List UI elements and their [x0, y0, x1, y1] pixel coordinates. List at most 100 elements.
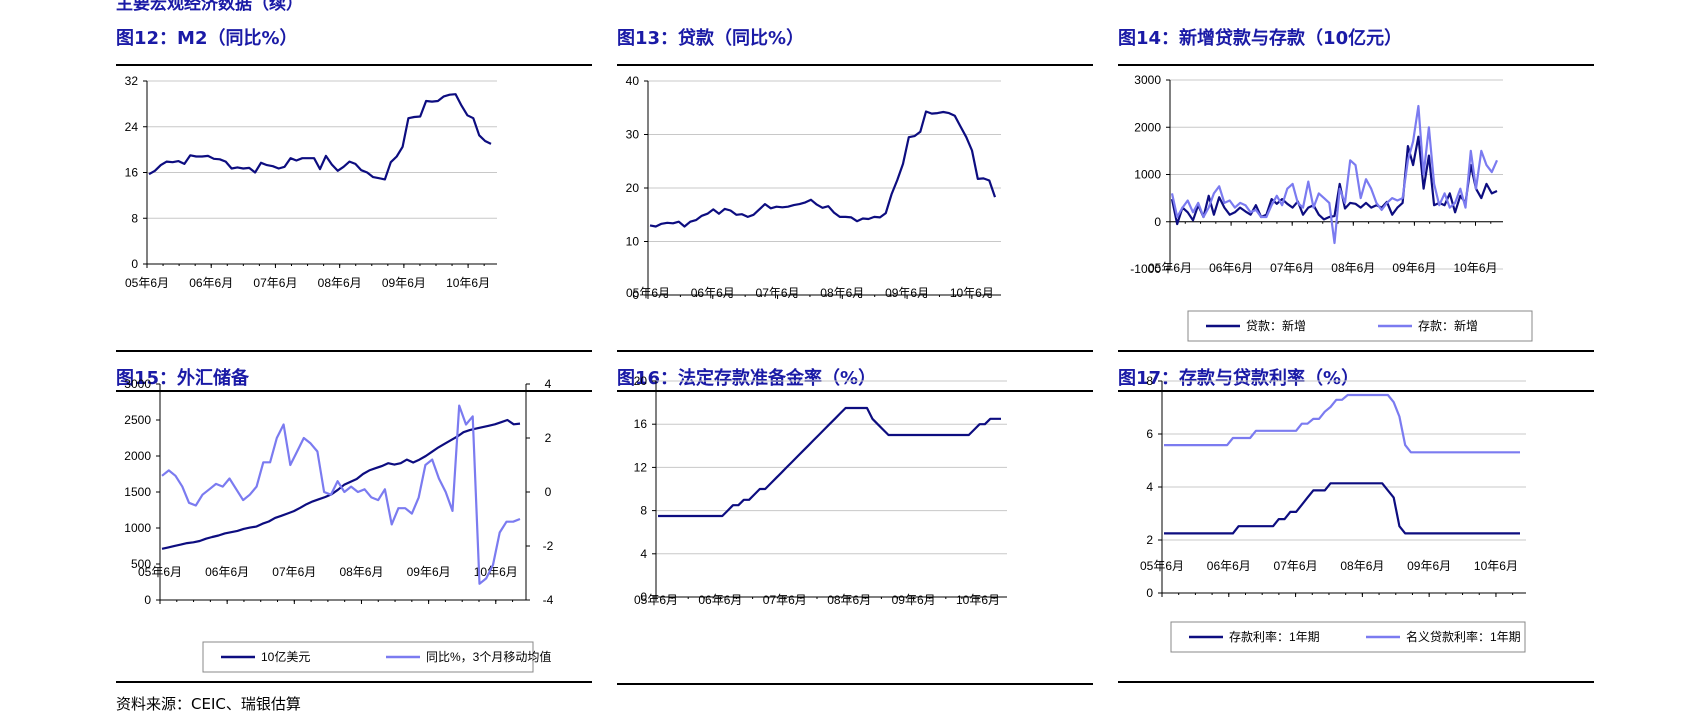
series-line	[161, 404, 521, 585]
y-tick-label: 6	[1146, 427, 1153, 441]
x-tick-label: 06年6月	[698, 593, 742, 607]
x-tick-label: 07年6月	[1274, 559, 1318, 573]
x-tick-label: 05年6月	[138, 565, 182, 579]
y-tick-label: 24	[125, 120, 139, 134]
y-tick-label: 16	[634, 417, 648, 431]
y-tick-label: 12	[634, 460, 648, 474]
x-tick-label: 09年6月	[1407, 559, 1451, 573]
panel-rrr: 图16：法定存款准备金率（%） 0 4 8 12 16 20 05年6月 06年6月 07年6月…	[617, 364, 1093, 685]
series-line	[1170, 104, 1499, 245]
y-tick-label: 8	[131, 211, 138, 225]
x-tick-label: 07年6月	[272, 565, 316, 579]
y-tick-label: 2500	[124, 413, 151, 427]
legend-box	[1187, 310, 1533, 342]
y-tick-label: 40	[626, 74, 640, 88]
y-tick-label: 0	[1154, 215, 1161, 229]
x-tick-label: 10年6月	[1474, 559, 1518, 573]
x-tick-label: 08年6月	[339, 565, 383, 579]
y-tick-label: 4	[1146, 480, 1153, 494]
chart-title-fx: 图15：外汇储备	[116, 368, 250, 389]
x-tick-label: 08年6月	[318, 276, 362, 290]
y-tick-label: 16	[125, 166, 139, 180]
rule-top	[116, 390, 592, 392]
y-tick-label: 0	[1146, 586, 1153, 600]
series-line	[1164, 482, 1520, 535]
y-tick-label: 0	[640, 590, 647, 604]
source-note: 资料来源：CEIC、瑞银估算	[116, 695, 301, 713]
y-tick-label: 1500	[124, 485, 151, 499]
legend-label: 存款：新增	[1418, 318, 1478, 333]
y-tick-label-right: 0	[545, 485, 552, 499]
legend-label: 贷款：新增	[1246, 318, 1306, 333]
y-tick-label: 2000	[124, 449, 151, 463]
rule-top	[116, 64, 592, 66]
x-tick-label: 09年6月	[892, 593, 936, 607]
chart-title-rates: 图17：存款与贷款利率（%）	[1118, 368, 1360, 389]
rule-top	[1118, 390, 1594, 392]
x-tick-label: 09年6月	[382, 276, 426, 290]
x-tick-label: 08年6月	[1331, 261, 1375, 275]
x-tick-label: 05年6月	[1148, 261, 1192, 275]
x-tick-label: 08年6月	[1340, 559, 1384, 573]
chart-loans: 0 10 20 30 40 05年6月 06年6月 07年6月 08年6月 09年6月 10年6月	[626, 74, 1001, 302]
y-tick-label: 0	[632, 288, 639, 302]
legend-label: 同比%，3个月移动均值	[426, 649, 551, 664]
y-tick-label-right: 4	[545, 377, 552, 391]
rule-top	[1118, 64, 1594, 66]
chart-m2: 0 8 16 24 32 05年6月 06年6月 07年6月 08年6月 09年6月 10年6月	[125, 74, 497, 290]
y-tick-label: 2	[1146, 533, 1153, 547]
rule-bottom	[1118, 350, 1594, 352]
y-tick-label-right: -4	[543, 593, 554, 607]
y-tick-label: 0	[131, 257, 138, 271]
panel-newloans: 图14：新增贷款与存款（10亿元） -1000 0 1000 2000 3000 05年6…	[1118, 24, 1594, 354]
legend-label: 存款利率：1年期	[1229, 629, 1320, 644]
rule-bottom	[1118, 681, 1594, 683]
y-tick-label: 30	[626, 128, 640, 142]
x-tick-label: 06年6月	[205, 565, 249, 579]
rule-bottom	[116, 350, 592, 352]
series-line	[1170, 135, 1498, 226]
rule-bottom	[617, 350, 1093, 352]
y-tick-label: 20	[634, 374, 648, 388]
x-tick-label: 06年6月	[1207, 559, 1251, 573]
y-tick-label: 3000	[124, 377, 151, 391]
series-line	[649, 110, 997, 228]
y-tick-label: 10	[626, 235, 640, 249]
rule-bottom	[617, 683, 1093, 685]
y-tick-label: 8	[640, 504, 647, 518]
x-tick-label: 10年6月	[950, 286, 994, 300]
series-line	[658, 406, 1001, 518]
x-tick-label: 05年6月	[626, 286, 670, 300]
chart-title-newloans: 图14：新增贷款与存款（10亿元）	[1118, 28, 1403, 49]
rule-bottom	[116, 681, 592, 683]
chart-title-loans: 图13：贷款（同比%）	[617, 28, 805, 49]
y-tick-label: 1000	[1134, 168, 1161, 182]
legend-label: 名义贷款利率：1年期	[1406, 629, 1521, 644]
x-tick-label: 05年6月	[634, 593, 678, 607]
y-tick-label: 3000	[1134, 73, 1161, 87]
panel-rates: 图17：存款与贷款利率（%） 0 2 4 6 8 05年6月 06年6月 07年6月 08年6月…	[1118, 364, 1594, 684]
chart-rrr: 0 4 8 12 16 20 05年6月 06年6月 07年6月 08年6月 09年6月 10年6月	[634, 374, 1007, 607]
x-tick-label: 06年6月	[189, 276, 233, 290]
x-tick-label: 07年6月	[253, 276, 297, 290]
y-tick-label: 32	[125, 74, 139, 88]
x-tick-label: 10年6月	[956, 593, 1000, 607]
x-tick-label: 10年6月	[446, 276, 490, 290]
y-tick-label: 500	[131, 557, 151, 571]
x-tick-label: 10年6月	[1453, 261, 1497, 275]
legend-box	[1170, 621, 1526, 653]
x-tick-label: 09年6月	[1392, 261, 1436, 275]
y-tick-label: 4	[640, 547, 647, 561]
y-tick-label: 1000	[124, 521, 151, 535]
chart-newloans: -1000 0 1000 2000 3000 05年6月 06年6月 07年6月 08年6月 09…	[1130, 73, 1533, 342]
rule-top	[617, 390, 1093, 392]
y-tick-label: 20	[626, 181, 640, 195]
panel-loans: 图13：贷款（同比%） 0 10 20 30 40 05年6月 06年6月 07年6月 08年6…	[617, 24, 1093, 354]
x-tick-label: 07年6月	[1270, 261, 1314, 275]
y-tick-label: -1000	[1130, 262, 1161, 276]
x-tick-label: 09年6月	[407, 565, 451, 579]
x-tick-label: 06年6月	[1209, 261, 1253, 275]
legend-label: 10亿美元	[261, 649, 310, 664]
x-tick-label: 05年6月	[125, 276, 169, 290]
y-tick-label-right: -2	[543, 539, 554, 553]
